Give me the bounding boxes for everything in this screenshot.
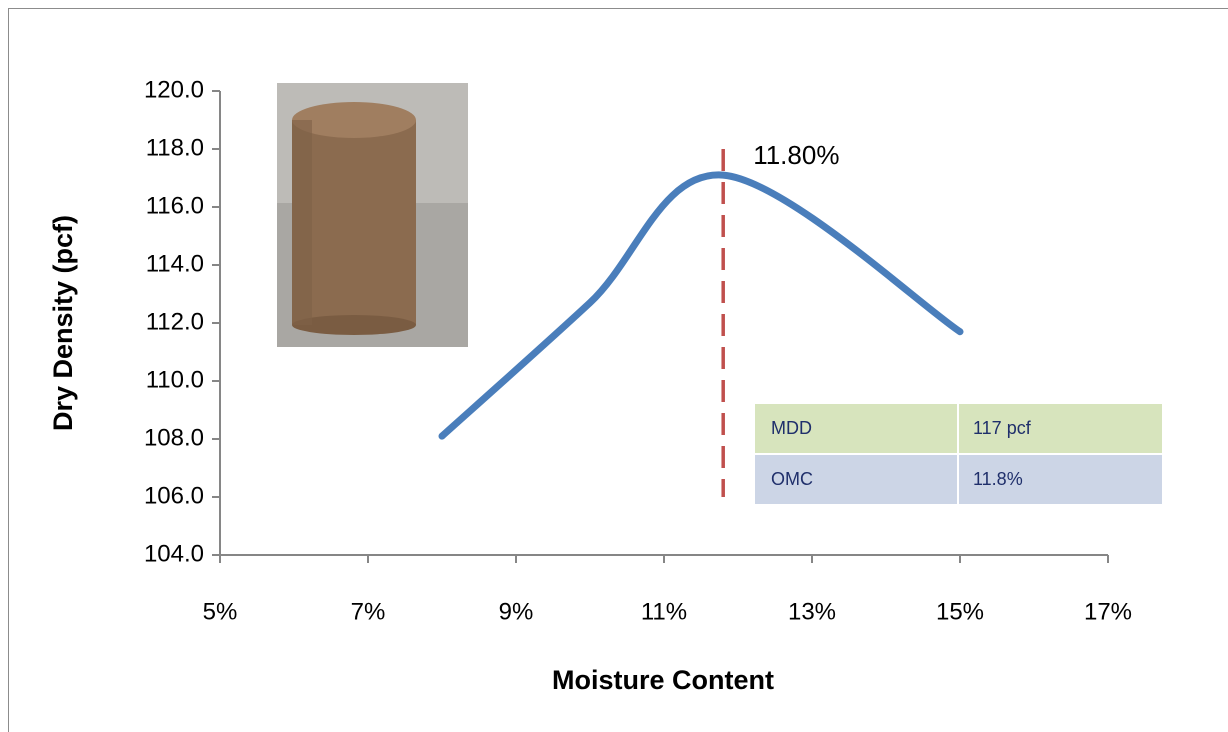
y-tick-label: 106.0 — [144, 482, 204, 509]
y-tick-label: 112.0 — [146, 308, 204, 335]
chart-frame — [8, 8, 1228, 732]
x-tick-label: 5% — [203, 598, 238, 625]
table-cell: MDD — [771, 418, 812, 438]
x-tick-label: 7% — [351, 598, 386, 625]
y-tick-label: 114.0 — [146, 250, 204, 277]
y-tick-label: 120.0 — [144, 76, 204, 103]
y-tick-label: 108.0 — [144, 424, 204, 451]
table-cell: OMC — [771, 469, 813, 489]
y-tick-label: 118.0 — [146, 134, 204, 161]
data-line — [438, 171, 964, 440]
x-tick-label: 17% — [1084, 598, 1132, 625]
y-axis-title: Dry Density (pcf) — [48, 215, 78, 431]
table-cell: 117 pcf — [973, 418, 1032, 438]
x-tick-label: 13% — [788, 598, 836, 625]
y-tick-label: 110.0 — [146, 366, 204, 393]
x-tick-label: 11% — [641, 598, 687, 625]
x-tick-label: 15% — [936, 598, 984, 625]
y-tick-label: 116.0 — [146, 192, 204, 219]
x-tick-label: 9% — [499, 598, 534, 625]
sample-photo — [277, 83, 468, 347]
table-cell: 11.8% — [973, 469, 1023, 489]
x-axis-title: Moisture Content — [552, 665, 774, 695]
y-tick-label: 104.0 — [144, 540, 204, 567]
omc-label: 11.80% — [753, 140, 839, 170]
